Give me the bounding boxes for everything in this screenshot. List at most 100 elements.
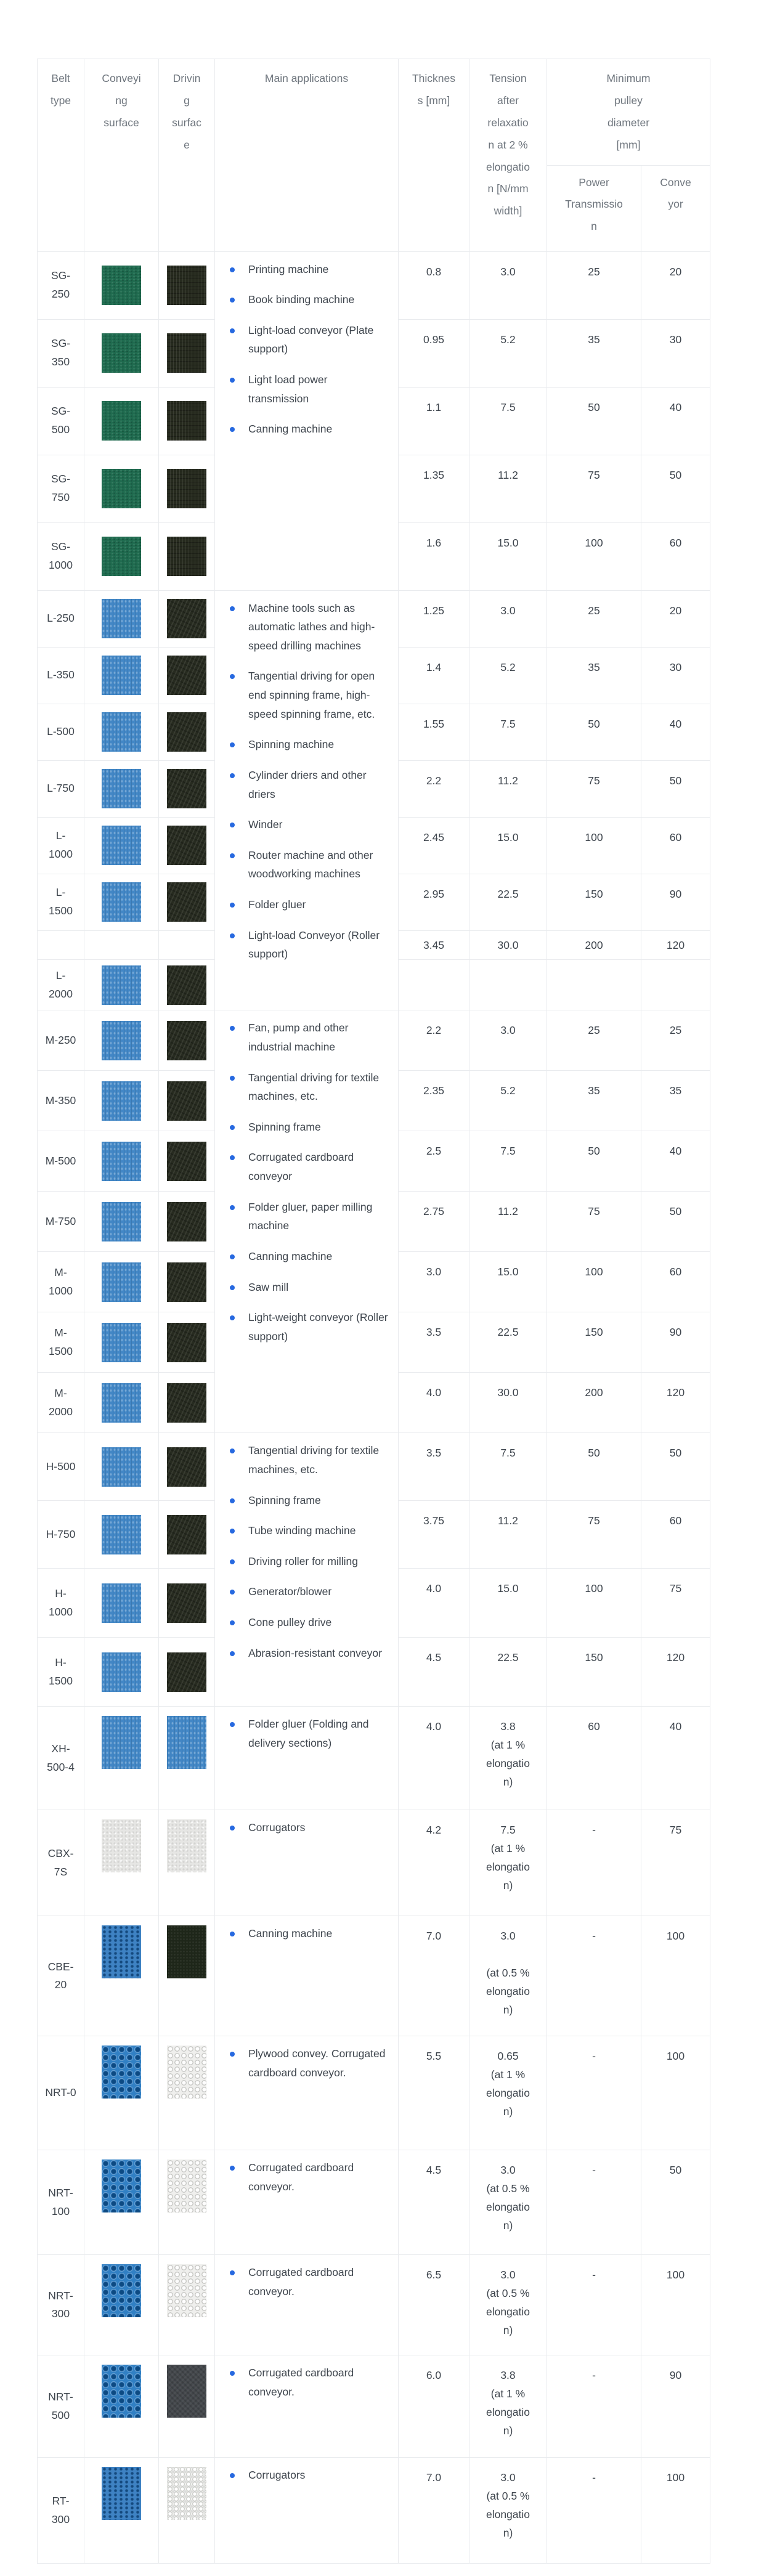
applications-list: Tangential driving for textile machines,… xyxy=(224,1441,388,1662)
conveying-swatch xyxy=(102,712,141,752)
table-row: NRT-300 Corrugated cardboard conveyor. 6.5… xyxy=(37,2254,710,2356)
thickness-cell: 1.55 xyxy=(398,703,469,761)
table-row: NRT-0 Plywood convey. Corrugated cardboar… xyxy=(37,2036,710,2151)
col-header-main-applications: Main applications xyxy=(214,59,399,252)
driving-swatch xyxy=(167,1081,206,1121)
tension-value: 11.2 xyxy=(498,774,518,787)
conveyor-cell: 35 xyxy=(641,1070,710,1132)
application-item: Corrugated cardboard conveyor. xyxy=(224,2363,388,2401)
applications-cell: Printing machine Book binding machine Ligh… xyxy=(214,251,399,591)
power-transmission-cell: 75 xyxy=(547,760,641,818)
driving-swatch xyxy=(167,1141,206,1181)
applications-cell: Corrugators xyxy=(214,1810,399,1917)
conveying-swatch-cell xyxy=(84,2254,159,2356)
driving-swatch xyxy=(167,1819,206,1873)
conveying-swatch xyxy=(102,882,141,922)
driving-swatch-cell xyxy=(158,319,215,388)
belt-type-cell: H-500 xyxy=(37,1432,84,1501)
conveying-swatch-cell xyxy=(84,1500,159,1569)
driving-swatch xyxy=(167,1201,206,1241)
tension-value: 3.0 xyxy=(500,2471,516,2484)
conveying-swatch-cell xyxy=(84,1916,159,2037)
power-transmission-cell: 150 xyxy=(547,1637,641,1707)
driving-swatch-cell xyxy=(158,2036,215,2151)
power-transmission-cell: - xyxy=(547,2254,641,2356)
application-item: Tangential driving for open end spinning… xyxy=(224,667,388,723)
application-item: Spinning machine xyxy=(224,735,388,754)
power-transmission-cell: 75 xyxy=(547,1500,641,1569)
application-item: Light-weight conveyor (Roller support) xyxy=(224,1308,388,1346)
belt-type-cell: M-250 xyxy=(37,1010,84,1071)
conveyor-cell: 60 xyxy=(641,1251,710,1313)
driving-swatch-cell xyxy=(158,959,215,1011)
conveying-swatch-cell xyxy=(84,386,159,455)
application-item: Plywood convey. Corrugated cardboard con… xyxy=(224,2044,388,2082)
driving-swatch-cell xyxy=(158,386,215,455)
tension-value: 30.0 xyxy=(497,1386,519,1399)
tension-cell: 15.0 xyxy=(469,1251,547,1313)
col-header-belt-type: Belt type xyxy=(37,59,84,252)
conveyor-cell: 75 xyxy=(641,1810,710,1917)
tension-value: 3.0 xyxy=(500,2164,516,2177)
power-transmission-cell xyxy=(547,959,641,1011)
conveying-swatch-cell xyxy=(84,760,159,818)
application-item: Spinning frame xyxy=(224,1118,388,1137)
driving-swatch xyxy=(167,1652,206,1692)
thickness-cell: 1.25 xyxy=(398,590,469,648)
conveying-swatch xyxy=(102,1716,141,1769)
conveying-swatch xyxy=(102,333,141,373)
conveying-swatch-cell xyxy=(84,646,159,704)
application-item: Corrugators xyxy=(224,2466,388,2485)
tension-cell: 22.5 xyxy=(469,1637,547,1707)
table-row: 3.45 30.0 200 120 xyxy=(37,930,710,961)
tension-cell: 15.0 xyxy=(469,1568,547,1638)
belt-type-cell: L-2000 xyxy=(37,959,84,1011)
driving-swatch xyxy=(167,2365,206,2418)
power-transmission-cell: - xyxy=(547,2355,641,2458)
conveying-swatch-cell xyxy=(84,319,159,388)
conveyor-cell: 90 xyxy=(641,1312,710,1373)
conveying-swatch xyxy=(102,1819,141,1873)
conveying-swatch-cell xyxy=(84,1312,159,1373)
driving-swatch xyxy=(167,2046,206,2099)
application-item: Machine tools such as automatic lathes a… xyxy=(224,599,388,656)
conveyor-cell: 50 xyxy=(641,454,710,523)
power-transmission-cell: 35 xyxy=(547,646,641,704)
conveyor-cell: 100 xyxy=(641,2036,710,2151)
conveying-swatch-cell xyxy=(84,930,159,961)
power-transmission-cell: 200 xyxy=(547,1372,641,1434)
tension-cell: 0.65 (at 1 % elongation) xyxy=(469,2036,547,2151)
table-body: SG-250 Printing machine Book binding machi… xyxy=(37,251,710,2564)
tension-value: 7.5 xyxy=(500,400,516,413)
thickness-cell: 1.4 xyxy=(398,646,469,704)
tension-cell: 3.0 xyxy=(469,251,547,320)
application-item: Corrugators xyxy=(224,1818,388,1837)
table-row: SG-750 1.35 11.2 75 50 xyxy=(37,454,710,523)
tension-cell: 7.5 xyxy=(469,1131,547,1192)
applications-list: Corrugators xyxy=(224,1818,388,1837)
conveying-swatch-cell xyxy=(84,251,159,320)
belt-type-cell: CBX-7S xyxy=(37,1810,84,1917)
conveying-swatch xyxy=(102,2160,141,2213)
thickness-cell: 5.5 xyxy=(398,2036,469,2151)
tension-cell xyxy=(469,959,547,1011)
applications-cell: Corrugated cardboard conveyor. xyxy=(214,2254,399,2356)
driving-swatch-cell xyxy=(158,251,215,320)
belt-type-cell: XH-500-4 xyxy=(37,1706,84,1811)
conveying-swatch-cell xyxy=(84,816,159,874)
belt-type-cell: RT-300 xyxy=(37,2457,84,2564)
application-item: Spinning frame xyxy=(224,1491,388,1510)
tension-cell: 11.2 xyxy=(469,1500,547,1569)
conveyor-cell: 20 xyxy=(641,251,710,320)
tension-value: 15.0 xyxy=(497,1266,519,1278)
thickness-cell: 2.5 xyxy=(398,1131,469,1192)
driving-swatch-cell xyxy=(158,816,215,874)
tension-value: 7.5 xyxy=(500,717,516,730)
thickness-cell: 3.5 xyxy=(398,1312,469,1373)
applications-cell: Machine tools such as automatic lathes a… xyxy=(214,590,399,1011)
belt-type-cell: SG-350 xyxy=(37,319,84,388)
power-transmission-cell: 75 xyxy=(547,1191,641,1253)
tension-cell: 22.5 xyxy=(469,1312,547,1373)
application-item: Canning machine xyxy=(224,1924,388,1943)
thickness-cell: 2.75 xyxy=(398,1191,469,1253)
